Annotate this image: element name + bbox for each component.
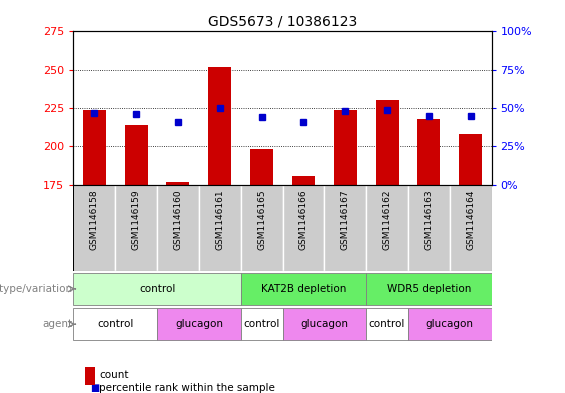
Bar	[282, 185, 324, 271]
Bar	[459, 134, 482, 185]
Text: GSM1146165: GSM1146165	[257, 189, 266, 250]
Text: GSM1146164: GSM1146164	[466, 189, 475, 250]
Text: GSM1146167: GSM1146167	[341, 189, 350, 250]
Text: KAT2B depletion: KAT2B depletion	[260, 284, 346, 294]
Bar	[73, 273, 241, 305]
Bar	[115, 185, 157, 271]
Bar	[366, 185, 408, 271]
Title: GDS5673 / 10386123: GDS5673 / 10386123	[208, 15, 357, 29]
Bar	[241, 308, 282, 340]
Bar	[376, 100, 398, 185]
Bar	[418, 119, 440, 185]
Text: control: control	[369, 319, 405, 329]
Text: GSM1146166: GSM1146166	[299, 189, 308, 250]
Text: control: control	[139, 284, 175, 294]
Text: count: count	[99, 370, 128, 380]
Text: GSM1146159: GSM1146159	[132, 189, 141, 250]
Text: ■: ■	[90, 383, 99, 393]
Bar	[208, 67, 231, 185]
Text: glucagon: glucagon	[175, 319, 223, 329]
Text: control: control	[244, 319, 280, 329]
Bar	[157, 185, 199, 271]
Bar	[73, 185, 115, 271]
Bar	[250, 149, 273, 185]
Text: GSM1146162: GSM1146162	[383, 189, 392, 250]
Bar	[366, 273, 492, 305]
Bar	[73, 308, 157, 340]
Bar	[199, 185, 241, 271]
Bar	[324, 185, 366, 271]
Text: GSM1146161: GSM1146161	[215, 189, 224, 250]
Bar	[157, 308, 241, 340]
Bar	[83, 110, 106, 185]
Bar	[366, 308, 408, 340]
Bar	[167, 182, 189, 185]
Text: GSM1146163: GSM1146163	[424, 189, 433, 250]
Bar	[241, 185, 282, 271]
Bar	[408, 308, 492, 340]
Text: glucagon: glucagon	[426, 319, 473, 329]
Text: WDR5 depletion: WDR5 depletion	[386, 284, 471, 294]
Bar	[334, 110, 357, 185]
Text: control: control	[97, 319, 133, 329]
Text: agent: agent	[42, 319, 73, 329]
Bar	[282, 308, 366, 340]
Text: glucagon: glucagon	[301, 319, 348, 329]
Bar	[450, 185, 492, 271]
Text: genotype/variation: genotype/variation	[0, 284, 73, 294]
Bar	[408, 185, 450, 271]
Text: GSM1146158: GSM1146158	[90, 189, 99, 250]
Text: GSM1146160: GSM1146160	[173, 189, 182, 250]
Bar	[241, 273, 366, 305]
Bar	[292, 176, 315, 185]
Bar	[125, 125, 147, 185]
Text: percentile rank within the sample: percentile rank within the sample	[99, 383, 275, 393]
